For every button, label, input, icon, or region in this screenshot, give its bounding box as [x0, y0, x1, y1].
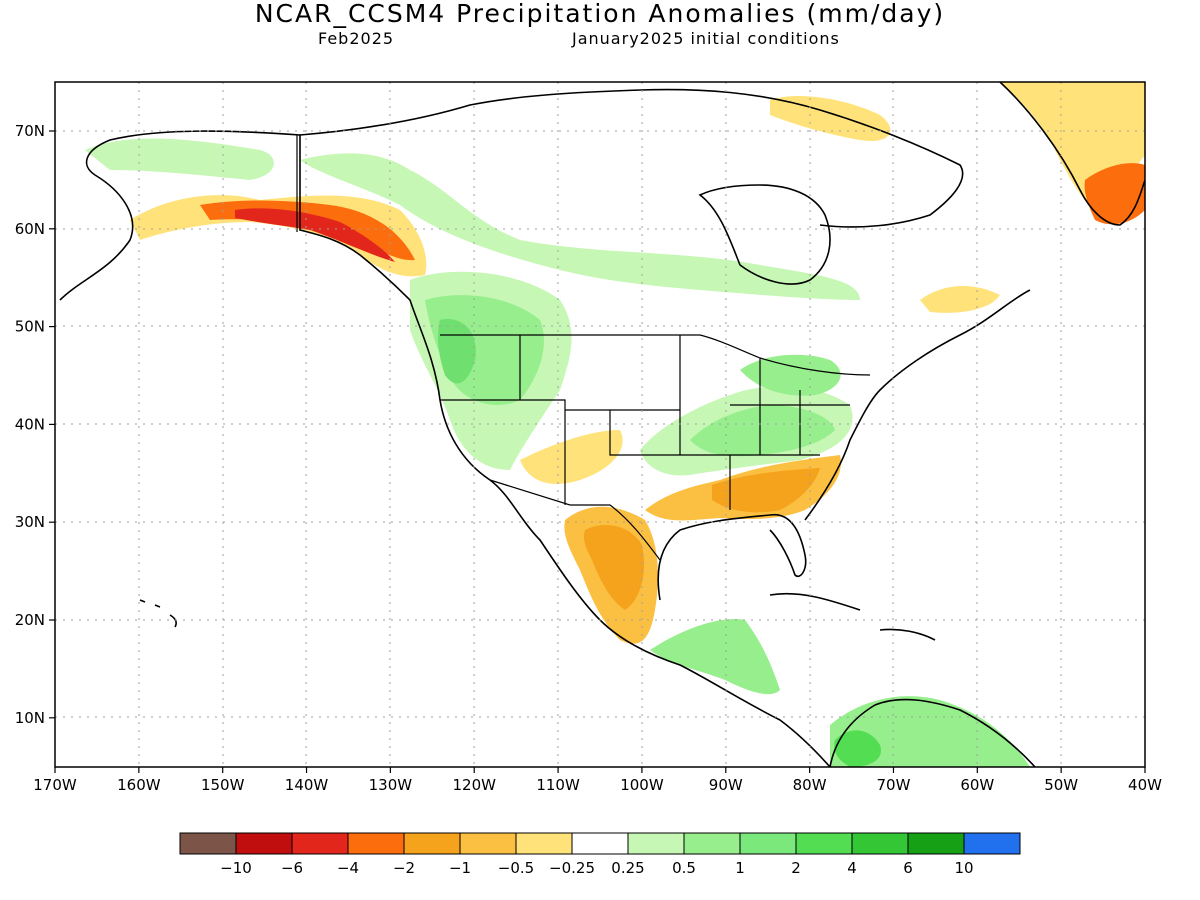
legend-label-6: −0.25: [549, 859, 595, 877]
lon-label-50w: 50W: [1044, 776, 1078, 794]
lon-label-110w: 110W: [536, 776, 580, 794]
legend-swatch-0: [179, 832, 237, 855]
latitude-labels: 70N 60N 50N 40N 30N 20N 10N: [15, 122, 55, 727]
lat-label-10n: 10N: [15, 709, 45, 727]
dry-area-greenland-core: [1084, 163, 1145, 225]
legend-swatch-12: [851, 832, 909, 855]
coastline-south-america: [829, 698, 1036, 767]
lon-label-100w: 100W: [620, 776, 664, 794]
legend-swatch-6: [515, 832, 573, 855]
legend-label-1: −6: [281, 859, 303, 877]
us-mexico-border: [489, 479, 661, 561]
legend-label-4: −1: [449, 859, 471, 877]
lon-label-60w: 60W: [960, 776, 994, 794]
lon-label-170w: 170W: [33, 776, 77, 794]
legend-label-7: 0.25: [611, 859, 644, 877]
lon-label-130w: 130W: [369, 776, 413, 794]
legend-swatch-7: [571, 832, 629, 855]
wet-area-alaska: [85, 138, 274, 180]
legend-swatch-2: [291, 832, 349, 855]
lat-label-70n: 70N: [15, 122, 45, 140]
gridlines: [55, 82, 1145, 767]
lon-label-150w: 150W: [201, 776, 245, 794]
legend-label-3: −2: [393, 859, 415, 877]
legend-swatch-4: [403, 832, 461, 855]
dry-area-southwest: [520, 430, 623, 484]
dry-area-labrador: [920, 285, 1000, 313]
lat-label-60n: 60N: [15, 220, 45, 238]
legend-swatch-3: [347, 832, 405, 855]
coastline-atlantic: [804, 289, 1031, 521]
lon-label-40w: 40W: [1128, 776, 1162, 794]
legend-label-11: 4: [847, 859, 857, 877]
legend-swatch-11: [795, 832, 853, 855]
coastline-alaska: [59, 130, 411, 301]
political-borders: [296, 135, 871, 561]
lat-label-40n: 40N: [15, 415, 45, 433]
coastline-caribbean: [769, 592, 936, 641]
legend-label-8: 0.5: [672, 859, 696, 877]
coastline-hudson-bay: [698, 184, 831, 285]
legend-swatch-10: [739, 832, 797, 855]
legend-swatch-5: [459, 832, 517, 855]
map-title: NCAR_CCSM4 Precipitation Anomalies (mm/d…: [254, 0, 946, 28]
coastline-pacific: [409, 299, 831, 767]
wet-area-central-america: [650, 619, 780, 695]
wet-area-colombia: [834, 730, 881, 767]
legend-label-10: 2: [791, 859, 801, 877]
lon-label-140w: 140W: [285, 776, 329, 794]
forecast-month: Feb2025: [318, 29, 395, 48]
dry-area-baffin: [770, 95, 891, 141]
initial-conditions: January2025 initial conditions: [572, 29, 840, 48]
coastlines: [59, 82, 1145, 767]
us-state-lines: [440, 335, 850, 510]
coastline-greenland: [999, 82, 1145, 226]
dry-area-gulf-alaska-core: [235, 208, 395, 262]
lon-label-70w: 70W: [877, 776, 911, 794]
lon-label-80w: 80W: [793, 776, 827, 794]
dry-area-southeast-core: [712, 468, 820, 513]
legend-label-2: −4: [337, 859, 359, 877]
legend-labels: −10 −6 −4 −2 −1 −0.5 −0.25 0.25 0.5 1 2 4 6 10: [220, 859, 973, 877]
legend-label-12: 6: [903, 859, 913, 877]
lat-label-30n: 30N: [15, 513, 45, 531]
legend-swatch-14: [963, 832, 1021, 855]
legend-swatch-13: [907, 832, 965, 855]
lon-label-90w: 90W: [709, 776, 743, 794]
legend-colorbar: [179, 832, 1021, 855]
lat-label-50n: 50N: [15, 318, 45, 336]
lat-label-20n: 20N: [15, 611, 45, 629]
legend-label-13: 10: [954, 859, 973, 877]
legend-label-5: −0.5: [498, 859, 534, 877]
longitude-labels: 170W 160W 150W 140W 130W 120W 110W 100W 90W 80W 70…: [33, 767, 1162, 794]
coastline-arctic: [299, 88, 964, 228]
legend-swatch-9: [683, 832, 741, 855]
legend-swatch-1: [235, 832, 293, 855]
dry-area-mexico-core: [583, 525, 645, 610]
legend-label-9: 1: [735, 859, 745, 877]
lon-label-160w: 160W: [117, 776, 161, 794]
wet-area-great-lakes: [740, 354, 841, 396]
anomaly-fields: [85, 82, 1145, 767]
legend-swatch-8: [627, 832, 685, 855]
coastline-gulf-coast: [657, 513, 807, 601]
lon-label-120w: 120W: [452, 776, 496, 794]
wet-area-yukon: [300, 153, 860, 300]
legend-label-0: −10: [220, 859, 252, 877]
